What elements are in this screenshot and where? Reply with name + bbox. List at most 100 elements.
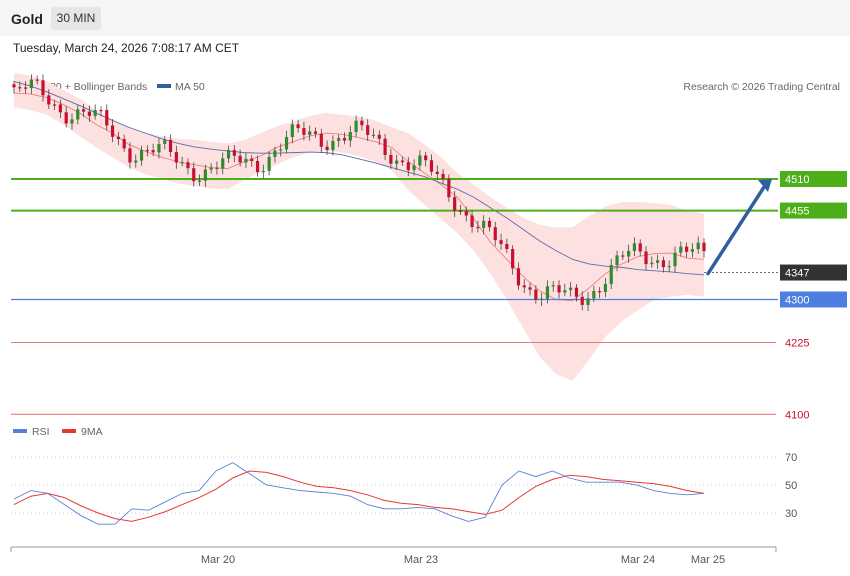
candle-down bbox=[232, 149, 236, 156]
candle-down bbox=[105, 110, 109, 126]
candle-down bbox=[255, 161, 260, 173]
candle-up bbox=[284, 136, 289, 150]
candle-down bbox=[464, 210, 468, 216]
candle-up bbox=[221, 158, 225, 169]
price-levels: 4510 4455 4347 4300 4225 4100 bbox=[11, 171, 847, 421]
candle-up bbox=[563, 290, 567, 293]
candle-up bbox=[226, 149, 231, 159]
candle-up bbox=[93, 110, 97, 116]
candle-down bbox=[215, 167, 219, 169]
top-bar: Gold 30 MIN bbox=[0, 0, 850, 36]
rsi-line bbox=[13, 462, 705, 525]
candle-up bbox=[209, 167, 213, 170]
candle-down bbox=[377, 134, 381, 139]
candle-up bbox=[615, 255, 619, 266]
timeframe-button[interactable]: 30 MIN bbox=[51, 7, 101, 30]
candle-down bbox=[499, 240, 503, 245]
rsi-legend-label: RSI bbox=[32, 426, 50, 438]
forecast-arrowhead bbox=[758, 179, 772, 193]
candle-down bbox=[18, 87, 22, 89]
candle-down bbox=[441, 173, 445, 179]
forecast-arrow bbox=[706, 179, 772, 276]
rsi-tick-30: 30 bbox=[785, 508, 797, 520]
candle-up bbox=[354, 120, 358, 133]
candle-up bbox=[76, 109, 80, 120]
candle-down bbox=[41, 80, 45, 96]
candle-up bbox=[261, 170, 265, 173]
candle-up bbox=[157, 144, 161, 153]
time-label: Mar 20 bbox=[201, 554, 235, 566]
candle-down bbox=[23, 87, 28, 89]
candle-down bbox=[702, 242, 706, 252]
candle-down bbox=[400, 160, 405, 163]
ma20-line bbox=[13, 92, 705, 302]
candle-up bbox=[632, 243, 637, 251]
support-label-4100: 4100 bbox=[785, 409, 809, 421]
candle-down bbox=[128, 148, 132, 163]
support-tag-4300 bbox=[780, 291, 847, 308]
last-price-tag bbox=[780, 264, 847, 281]
candle-down bbox=[580, 296, 584, 305]
rsi-ma-line bbox=[13, 470, 705, 522]
candle-up bbox=[609, 265, 613, 284]
candle-down bbox=[435, 171, 439, 174]
candle-down bbox=[302, 128, 306, 135]
candle-down bbox=[685, 246, 689, 252]
candle-down bbox=[238, 155, 242, 163]
time-label: Mar 25 bbox=[691, 554, 725, 566]
candle-up bbox=[279, 149, 283, 151]
candle-down bbox=[598, 291, 602, 293]
candle-down bbox=[116, 136, 120, 140]
candle-up bbox=[412, 165, 416, 171]
support-label-4300: 4300 bbox=[785, 295, 809, 307]
bollinger-band-area bbox=[14, 72, 704, 381]
candle-down bbox=[522, 285, 526, 288]
candle-down bbox=[424, 155, 428, 161]
time-label: Mar 23 bbox=[404, 554, 438, 566]
candle-up bbox=[290, 124, 294, 137]
candle-up bbox=[679, 246, 683, 253]
candle-down bbox=[528, 287, 532, 290]
candle-down bbox=[476, 227, 480, 229]
candle-down bbox=[511, 248, 515, 269]
candle-down bbox=[313, 131, 318, 134]
resistance-label-4455: 4455 bbox=[785, 206, 809, 218]
time-axis: Mar 20 Mar 23 Mar 24 Mar 25 bbox=[10, 546, 777, 566]
candle-down bbox=[250, 158, 254, 162]
candle-up bbox=[244, 158, 248, 163]
candle-up bbox=[331, 140, 335, 151]
candle-down bbox=[638, 243, 642, 252]
candle-down bbox=[360, 120, 364, 126]
candle-down bbox=[52, 104, 57, 106]
forecast-arrow-shaft bbox=[706, 182, 768, 276]
candle-down bbox=[110, 125, 115, 137]
candle-down bbox=[99, 110, 103, 112]
candle-down bbox=[47, 95, 51, 105]
candle-up bbox=[139, 150, 144, 161]
candle-up bbox=[134, 160, 138, 163]
resistance-tag-4510 bbox=[780, 171, 847, 188]
candle-up bbox=[203, 169, 207, 181]
rsi-panel: 70 50 30 bbox=[11, 452, 797, 525]
resistance-tag-4455 bbox=[780, 202, 847, 219]
candle-up bbox=[569, 287, 573, 291]
candle-down bbox=[429, 160, 434, 172]
rsi-legend-swatch bbox=[13, 429, 27, 433]
instrument-title: Gold bbox=[11, 11, 43, 27]
candle-down bbox=[12, 84, 16, 88]
bollinger-band bbox=[14, 72, 704, 381]
candle-down bbox=[87, 111, 91, 116]
support-label-4225: 4225 bbox=[785, 338, 809, 350]
candle-up bbox=[540, 298, 544, 300]
candle-up bbox=[337, 137, 341, 141]
ma50-legend-swatch bbox=[157, 84, 171, 88]
candle-down bbox=[174, 152, 178, 163]
candle-up bbox=[673, 252, 677, 267]
candle-up bbox=[348, 132, 352, 141]
candle-down bbox=[192, 168, 196, 182]
candle-up bbox=[603, 283, 608, 293]
candle-down bbox=[325, 146, 329, 151]
moving-averages bbox=[13, 81, 705, 302]
candle-up bbox=[545, 286, 550, 299]
